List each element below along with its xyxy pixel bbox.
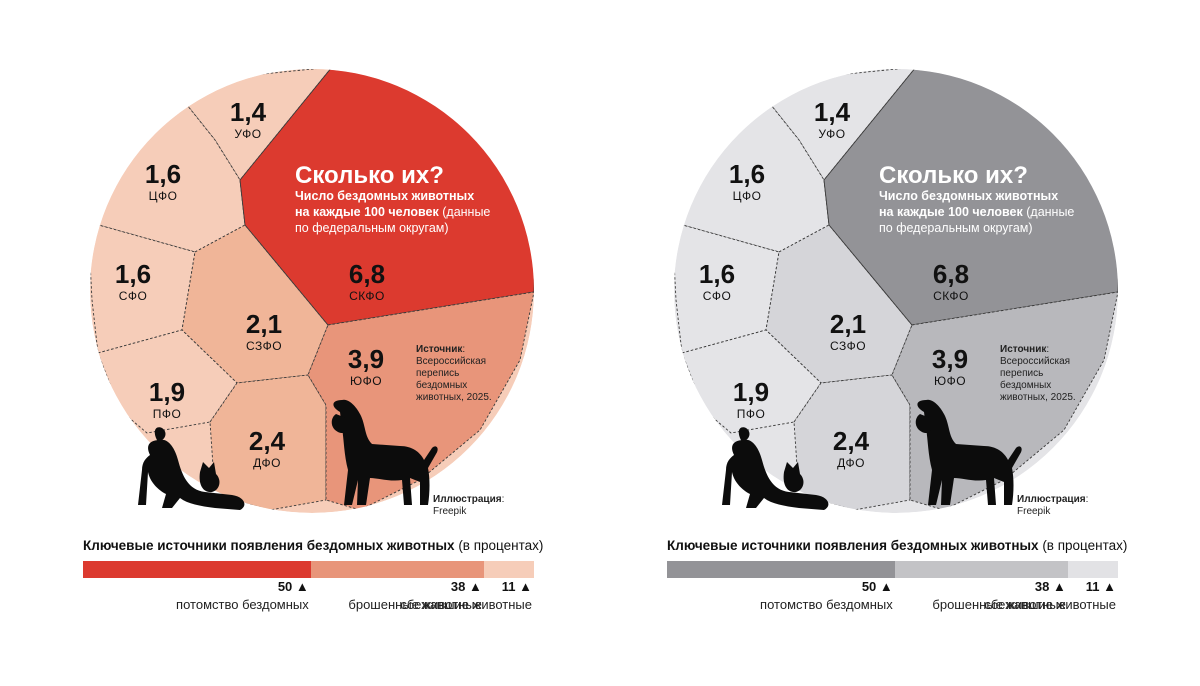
region-cell-ПФО	[97, 329, 238, 434]
source-text: перепись	[416, 368, 459, 379]
region-label-ДФО: ДФО	[253, 456, 281, 470]
bar-segment-1	[667, 561, 895, 578]
bar-value-2: 38 ▲	[450, 579, 482, 594]
illustration-credit: Freepik	[1017, 506, 1051, 517]
region-label-ПФО: ПФО	[153, 407, 182, 421]
region-cell-СФО	[674, 221, 780, 354]
region-cell-ПФО	[681, 329, 822, 434]
bar-category-3: сбежавшие животные	[400, 597, 532, 612]
cat-illustration	[138, 427, 245, 510]
cat-illustration	[722, 427, 829, 510]
region-value-СФО: 1,6	[699, 259, 735, 289]
stacked-bar	[83, 561, 534, 578]
dog-illustration	[331, 399, 438, 505]
bar-value-1: 50 ▲	[277, 579, 309, 594]
chart-subtitle-2: на каждые 100 человек (данные	[879, 205, 1074, 219]
bar-segment-1	[83, 561, 311, 578]
source-text: бездомных	[416, 379, 467, 391]
region-value-ЦФО: 1,6	[145, 159, 181, 189]
region-label-ЮФО: ЮФО	[934, 374, 966, 388]
bar-segment-2	[310, 561, 484, 578]
region-label-СЗФО: СЗФО	[830, 339, 866, 353]
region-value-ЦФО: 1,6	[729, 159, 765, 189]
region-value-СЗФО: 2,1	[246, 309, 282, 339]
voronoi-chart: 1,4УФО1,6ЦФО1,6СФО2,1СЗФО1,9ПФО2,4ДФО6,8…	[90, 69, 534, 517]
region-label-ДФО: ДФО	[837, 456, 865, 470]
source-text: животных, 2025.	[1000, 392, 1076, 403]
region-value-СКФО: 6,8	[349, 259, 385, 289]
region-value-ПФО: 1,9	[733, 377, 769, 407]
bar-category-2: брошенные животные	[348, 597, 482, 612]
region-label-ПФО: ПФО	[737, 407, 766, 421]
region-value-ЮФО: 3,9	[348, 344, 384, 374]
region-value-УФО: 1,4	[230, 97, 267, 127]
bar-value-3: 11 ▲	[501, 579, 532, 594]
region-label-ЦФО: ЦФО	[733, 189, 762, 203]
region-label-УФО: УФО	[818, 127, 845, 141]
region-label-СКФО: СКФО	[349, 289, 385, 303]
chart-subtitle-3: по федеральным округам)	[879, 221, 1033, 235]
region-label-СФО: СФО	[703, 289, 732, 303]
bar-value-2: 38 ▲	[1034, 579, 1066, 594]
chart-title: Сколько их?	[295, 162, 444, 189]
chart-subtitle: Число бездомных животных	[295, 189, 474, 203]
source-text: перепись	[1000, 368, 1043, 379]
bar-segment-2	[894, 561, 1068, 578]
infographic-red: 1,4 УФО 1,6 ЦФО 1,6 СФО 2,1 СЗФО 1,9 ПФО 2,4 ДФО 6,8…	[83, 69, 544, 612]
source-text: Всероссийская	[416, 356, 486, 367]
chart-subtitle-2: на каждые 100 человек (данные	[295, 205, 490, 219]
bar-category-1: потомство бездомных	[176, 597, 309, 612]
dog-illustration	[915, 399, 1022, 505]
region-value-УФО: 1,4	[814, 97, 851, 127]
bar-chart-title: Ключевые источники появления бездомных ж…	[83, 538, 544, 553]
region-value-СКФО: 6,8	[933, 259, 969, 289]
region-label-ЮФО: ЮФО	[350, 374, 382, 388]
region-value-СЗФО: 2,1	[830, 309, 866, 339]
bar-value-3: 11 ▲	[1085, 579, 1116, 594]
region-label-СФО: СФО	[119, 289, 148, 303]
region-value-ЮФО: 3,9	[932, 344, 968, 374]
source-text: Всероссийская	[1000, 356, 1070, 367]
region-value-ДФО: 2,4	[833, 426, 870, 456]
region-value-СФО: 1,6	[115, 259, 151, 289]
region-label-ЦФО: ЦФО	[149, 189, 178, 203]
chart-title: Сколько их?	[879, 162, 1028, 189]
region-label-СКФО: СКФО	[933, 289, 969, 303]
bar-category-3: сбежавшие животные	[984, 597, 1116, 612]
bar-category-2: брошенные животные	[932, 597, 1066, 612]
bar-value-1: 50 ▲	[861, 579, 893, 594]
bar-chart-title: Ключевые источники появления бездомных ж…	[667, 538, 1128, 553]
illustration-label: Иллюстрация:	[1017, 494, 1088, 505]
bar-segment-3	[483, 561, 534, 578]
source-text: бездомных	[1000, 379, 1051, 391]
region-label-УФО: УФО	[234, 127, 261, 141]
region-label-СЗФО: СЗФО	[246, 339, 282, 353]
chart-subtitle-3: по федеральным округам)	[295, 221, 449, 235]
source-text: животных, 2025.	[416, 392, 492, 403]
region-cell-СФО	[90, 221, 196, 354]
region-value-ПФО: 1,9	[149, 377, 185, 407]
infographic-gray: 1,4 УФО 1,6 ЦФО 1,6 СФО 2,1 СЗФО 1,9 ПФО 2,4 ДФО 6,8…	[584, 0, 1184, 686]
voronoi-chart: 1,4УФО1,6ЦФО1,6СФО2,1СЗФО1,9ПФО2,4ДФО6,8…	[674, 69, 1118, 517]
source-label: Источник:	[416, 344, 465, 355]
chart-subtitle: Число бездомных животных	[879, 189, 1058, 203]
stacked-bar	[667, 561, 1118, 578]
illustration-credit: Freepik	[433, 506, 467, 517]
region-cell-ЦФО	[674, 99, 830, 253]
bar-category-1: потомство бездомных	[760, 597, 893, 612]
source-label: Источник:	[1000, 344, 1049, 355]
region-cell-ЦФО	[90, 99, 246, 253]
bar-segment-3	[1067, 561, 1118, 578]
illustration-label: Иллюстрация:	[433, 494, 504, 505]
region-value-ДФО: 2,4	[249, 426, 286, 456]
